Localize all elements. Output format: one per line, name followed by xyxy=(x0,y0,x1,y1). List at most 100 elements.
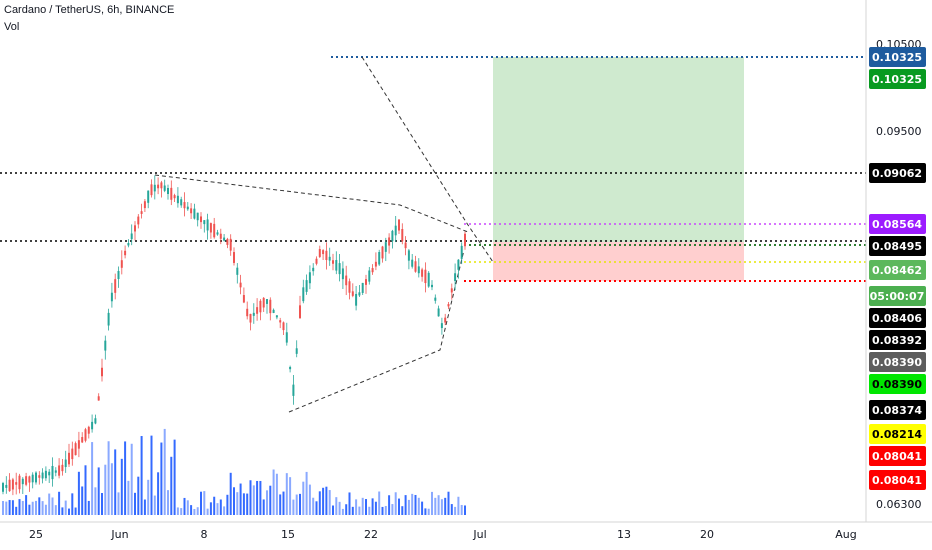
candle-body xyxy=(229,238,232,251)
volume-bar xyxy=(414,494,417,515)
candle-body xyxy=(285,332,288,343)
volume-bar xyxy=(279,494,282,515)
volume-bar xyxy=(259,480,262,515)
candle-body xyxy=(332,260,334,264)
volume-bar xyxy=(143,499,146,515)
candle-body xyxy=(143,201,146,209)
candle-body xyxy=(134,225,136,232)
candle-body xyxy=(167,187,169,195)
volume-bar xyxy=(120,458,123,515)
candle-body xyxy=(292,384,295,396)
price-tag: 0.08495 xyxy=(869,236,926,256)
volume-bar xyxy=(378,491,381,515)
volume-bar xyxy=(190,505,193,515)
volume-bar xyxy=(28,504,31,515)
candle-body xyxy=(2,483,4,492)
candle-body xyxy=(374,261,377,267)
volume-bar xyxy=(407,499,410,515)
candle-body xyxy=(200,216,202,223)
volume-bar xyxy=(269,485,272,515)
volume-bar xyxy=(44,504,47,515)
candle-body xyxy=(91,421,94,430)
volume-bar xyxy=(411,493,414,515)
volume-bar xyxy=(193,508,196,515)
candle-body xyxy=(295,348,298,354)
volume-bar xyxy=(15,506,18,515)
profit-zone[interactable] xyxy=(493,57,744,242)
price-tag: 0.08041 xyxy=(869,470,926,490)
candle-body xyxy=(28,476,31,483)
volume-bar xyxy=(209,502,212,515)
candle-body xyxy=(460,245,463,259)
candle-body xyxy=(358,292,361,296)
time-tick: Aug xyxy=(835,528,856,541)
candle-body xyxy=(114,279,117,293)
volume-bar xyxy=(417,497,420,515)
price-tag-label: 0.08390 xyxy=(872,378,922,391)
volume-bar xyxy=(325,486,328,515)
candle-body xyxy=(203,220,206,225)
candle-body xyxy=(404,242,407,249)
candle-body xyxy=(308,272,311,284)
candle-body xyxy=(252,312,255,316)
volume-bar xyxy=(54,505,57,515)
volume-bar xyxy=(368,506,371,515)
candle-body xyxy=(259,300,262,313)
candle-body xyxy=(302,287,305,302)
volume-bar xyxy=(226,494,229,515)
volume-bar xyxy=(312,497,315,515)
volume-bar xyxy=(170,456,173,515)
price-tag-label: 0.08374 xyxy=(872,404,922,417)
volume-bar xyxy=(358,506,361,515)
candle-body xyxy=(249,313,252,323)
volume-bar xyxy=(64,500,67,515)
price-tag-label: 05:00:07 xyxy=(870,290,925,303)
volume-bar xyxy=(61,507,64,515)
candle-body xyxy=(11,479,14,490)
candle-body xyxy=(180,199,183,206)
candle-body xyxy=(272,309,275,313)
volume-bar xyxy=(322,487,325,515)
candle-body xyxy=(335,260,338,271)
volume-bar xyxy=(285,473,288,515)
volume-bar xyxy=(183,497,186,515)
volume-bar xyxy=(157,472,160,515)
volume-bar xyxy=(361,497,364,515)
volume-bar xyxy=(338,501,341,515)
volume-label: Vol xyxy=(4,21,20,33)
price-tag-label: 0.10325 xyxy=(872,51,922,64)
candle-body xyxy=(440,323,443,329)
volume-bar xyxy=(348,492,351,515)
candle-body xyxy=(388,237,391,246)
candle-body xyxy=(176,195,179,204)
volume-bar xyxy=(140,436,143,515)
triangle-pattern[interactable] xyxy=(154,56,494,413)
candle-body xyxy=(269,299,272,314)
candle-body xyxy=(71,448,74,460)
candle-body xyxy=(246,308,249,317)
volume-bar xyxy=(328,490,331,515)
price-tag-label: 0.08406 xyxy=(872,312,922,325)
price-tag-label: 0.08390 xyxy=(872,356,922,369)
volume-bar xyxy=(440,499,443,515)
volume-bar xyxy=(68,508,70,515)
volume-bar xyxy=(431,491,433,515)
candle-body xyxy=(325,250,328,261)
volume-bar xyxy=(167,490,169,515)
candle-body xyxy=(381,246,384,259)
candle-body xyxy=(51,465,54,480)
price-tag: 0.08564 xyxy=(869,214,926,234)
time-tick: 22 xyxy=(364,528,378,541)
candle-body xyxy=(226,238,229,245)
volume-bar xyxy=(8,500,11,515)
volume-bar xyxy=(200,491,202,515)
volume-bar xyxy=(308,484,311,515)
volume-bar xyxy=(365,499,367,515)
candle-body xyxy=(312,267,315,272)
volume-bar xyxy=(374,501,377,515)
candle-body xyxy=(464,233,466,247)
volume-bar xyxy=(87,500,90,515)
candle-body xyxy=(107,312,110,326)
volume-bar xyxy=(256,480,259,515)
